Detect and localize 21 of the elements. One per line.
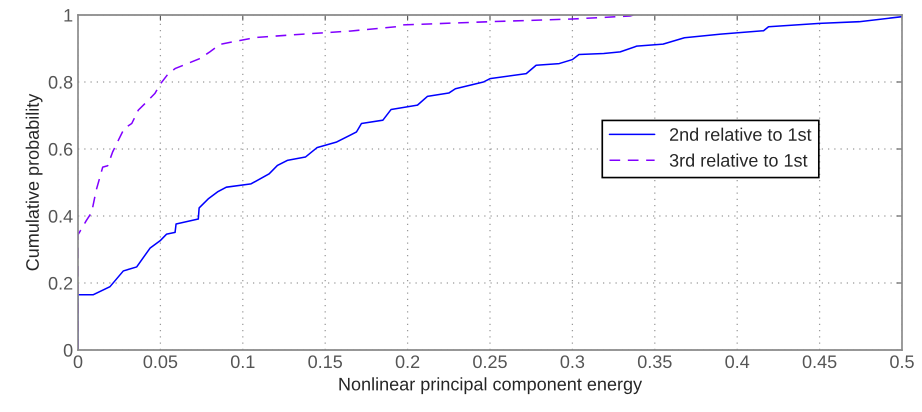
legend-label: 2nd relative to 1st	[670, 128, 812, 141]
y-axis-title: Cumulative probability	[26, 94, 42, 270]
y-tick-label: 1	[64, 9, 72, 22]
x-tick-label: 0.45	[802, 355, 836, 368]
x-tick-label: 0.2	[396, 355, 420, 368]
x-tick-label: 0.05	[144, 355, 178, 368]
x-tick-label: 0.3	[560, 355, 584, 368]
x-tick-label: 0.4	[725, 355, 750, 368]
x-tick-label: 0.35	[638, 355, 672, 368]
y-tick-label: 0.2	[48, 276, 72, 290]
y-tick-label: 0	[64, 344, 72, 357]
legend-label: 3rd relative to 1st	[670, 154, 808, 167]
y-tick-label: 0.8	[48, 76, 72, 89]
x-tick-label: 0.25	[473, 355, 507, 368]
x-tick-label: 0	[74, 355, 82, 368]
y-tick-label: 0.6	[48, 142, 72, 156]
y-tick-label: 0.4	[48, 210, 73, 223]
x-tick-label: 0.1	[230, 355, 254, 368]
x-tick-label: 0.15	[308, 355, 342, 368]
x-axis-title: Nonlinear principal component energy	[339, 377, 642, 394]
x-tick-label: 0.5	[890, 355, 914, 368]
